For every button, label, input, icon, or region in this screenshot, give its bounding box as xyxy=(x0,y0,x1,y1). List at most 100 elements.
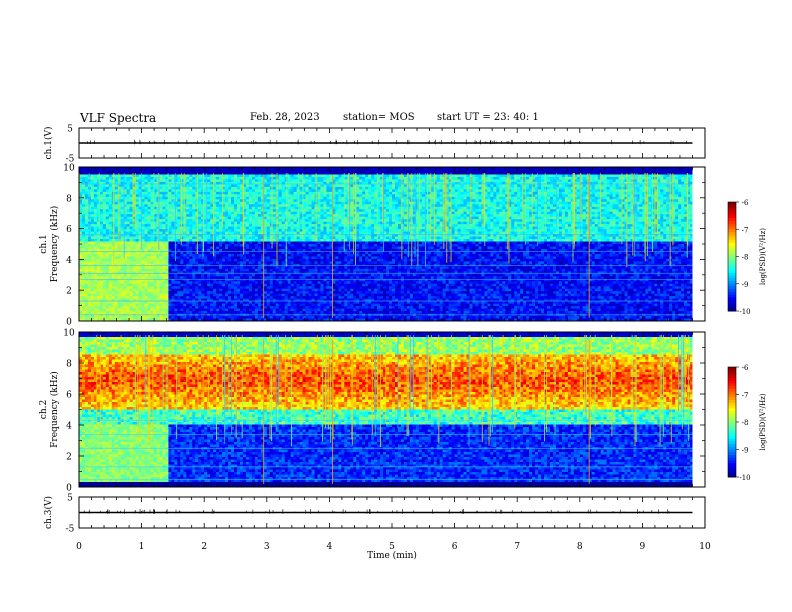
ch2-spectrogram-ylabel-channel: ch.2 xyxy=(39,400,49,419)
ch2-spectrogram-ytick-label: 8 xyxy=(66,360,72,370)
ch2-spectrogram-colorbar-segment xyxy=(728,441,736,445)
x-tick-label: 8 xyxy=(577,542,583,552)
ch1-spectrogram-colorbar-segment xyxy=(728,234,736,238)
ch2-spectrogram-colorbar-segment xyxy=(728,422,736,426)
ch2-spectrogram-colorbar-tick-label: -8 xyxy=(742,419,749,427)
ch2-spectrogram-colorbar-segment xyxy=(728,430,736,434)
ch2-spectrogram-colorbar-segment xyxy=(728,452,736,456)
ch1-spectrogram-colorbar-tick-label: -6 xyxy=(742,199,749,207)
ch1-spectrogram-colorbar-segment xyxy=(728,259,736,263)
x-axis-label: Time (min) xyxy=(367,550,417,561)
ch1-spectrogram-colorbar-tick-label: -8 xyxy=(742,254,749,262)
ch3-waveform-ylabel: ch.3(V) xyxy=(43,496,54,529)
ch1-spectrogram-ytick-label: 10 xyxy=(63,164,75,174)
chart-title: VLF Spectra xyxy=(80,111,156,125)
x-tick-label: 5 xyxy=(389,542,395,552)
ch2-spectrogram-colorbar-segment xyxy=(728,386,736,390)
ch2-spectrogram-colorbar-segment xyxy=(728,474,736,478)
x-tick-label: 1 xyxy=(139,542,145,552)
ch1-spectrogram-colorbar-segment xyxy=(728,289,736,293)
ch2-spectrogram-colorbar-segment xyxy=(728,383,736,387)
ch2-spectrogram-colorbar-segment xyxy=(728,400,736,404)
ch1-spectrogram-colorbar-tick-label: -9 xyxy=(742,281,749,289)
ch2-spectrogram-ytick-label: 10 xyxy=(63,329,75,339)
ch2-spectrogram-colorbar-segment xyxy=(728,444,736,448)
ch2-spectrogram-ytick-label: 0 xyxy=(66,484,72,494)
ch2-spectrogram-colorbar-segment xyxy=(728,411,736,415)
ch2-spectrogram-colorbar-segment xyxy=(728,394,736,398)
ch1-spectrogram-colorbar-tick-label: -10 xyxy=(739,308,750,316)
ch2-spectrogram-colorbar-segment xyxy=(728,405,736,409)
ch3-waveform-ytick-label: -5 xyxy=(66,525,75,535)
ch1-spectrogram-ytick-label: 0 xyxy=(66,318,72,328)
ch1-spectrogram-colorbar-segment xyxy=(728,305,736,309)
ch1-waveform-ylabel: ch.1(V) xyxy=(43,127,54,160)
x-tick-label: 0 xyxy=(76,542,82,552)
ch2-spectrogram-colorbar-label: log(PSD)(V²/Hz) xyxy=(759,393,767,450)
ch1-spectrogram-colorbar-segment xyxy=(728,231,736,236)
x-tick-label: 6 xyxy=(452,542,458,552)
ch1-spectrogram-ytick-label: 4 xyxy=(66,256,72,266)
ch2-spectrogram-colorbar-segment xyxy=(728,427,736,431)
ch2-spectrogram-colorbar-segment xyxy=(728,413,736,417)
ch2-spectrogram-colorbar-segment xyxy=(728,468,736,472)
x-tick-label: 2 xyxy=(201,542,207,552)
ch1-spectrogram-colorbar-segment xyxy=(728,210,736,214)
x-tick-label: 7 xyxy=(514,542,520,552)
ch1-spectrogram-ytick-label: 8 xyxy=(66,194,72,204)
x-tick-label: 10 xyxy=(699,542,711,552)
ch2-spectrogram-colorbar-segment xyxy=(728,380,736,384)
ch1-spectrogram-no-data xyxy=(692,167,705,321)
ch2-spectrogram-colorbar-segment xyxy=(728,389,736,393)
ch1-spectrogram-colorbar-segment xyxy=(728,278,736,282)
ch2-spectrogram-colorbar-segment xyxy=(728,460,736,464)
x-tick-label: 4 xyxy=(327,542,333,552)
ch1-spectrogram-colorbar-segment xyxy=(728,270,736,274)
ch2-spectrogram-colorbar-segment xyxy=(728,463,736,467)
ch1-waveform-ytick-label: 5 xyxy=(67,125,73,135)
ch2-spectrogram-colorbar-tick-label: -7 xyxy=(742,392,749,400)
ch2-spectrogram-ytick-label: 4 xyxy=(66,422,72,432)
ch1-spectrogram-colorbar-segment xyxy=(728,272,736,277)
start-time-label: start UT = 23: 40: 1 xyxy=(437,112,539,123)
ch3-waveform-ytick-label: 5 xyxy=(67,494,73,504)
ch2-spectrogram-colorbar-segment xyxy=(728,435,736,439)
ch2-spectrogram-ytick-label: 2 xyxy=(66,453,72,463)
ch1-spectrogram-colorbar-segment xyxy=(728,218,736,222)
ch1-spectrogram-image xyxy=(78,167,705,322)
ch2-spectrogram-colorbar-segment xyxy=(728,402,736,406)
ch1-spectrogram-colorbar-segment xyxy=(728,281,736,285)
ch1-spectrogram-colorbar-segment xyxy=(728,251,736,255)
x-tick-label: 9 xyxy=(640,542,646,552)
ch1-waveform-ytick-label: -5 xyxy=(66,155,75,165)
ch2-spectrogram-colorbar-segment xyxy=(728,372,736,376)
ch2-spectrogram-ytick-label: 6 xyxy=(66,391,72,401)
ch2-spectrogram-colorbar-segment xyxy=(728,455,736,459)
ch2-spectrogram-colorbar-segment xyxy=(728,369,736,373)
ch2-spectrogram-ylabel-frequency: Frequency (kHz) xyxy=(49,371,60,448)
ch1-spectrogram-colorbar-segment xyxy=(728,237,736,241)
ch1-spectrogram-colorbar-label: log(PSD)(V²/Hz) xyxy=(759,228,767,285)
ch1-spectrogram-colorbar-segment xyxy=(728,221,736,225)
ch1-spectrogram-colorbar-segment xyxy=(728,256,736,260)
x-tick-label: 3 xyxy=(264,542,270,552)
ch1-spectrogram-colorbar-segment xyxy=(728,226,736,230)
ch1-spectrogram-colorbar-segment xyxy=(728,283,736,287)
ch2-spectrogram-colorbar-segment xyxy=(728,391,736,395)
ch1-spectrogram-colorbar-segment xyxy=(728,207,736,211)
ch1-spectrogram-colorbar-segment xyxy=(728,300,736,304)
ch1-spectrogram-colorbar-segment xyxy=(728,286,736,290)
ch1-spectrogram-colorbar-segment xyxy=(728,267,736,271)
ch2-spectrogram-colorbar-segment xyxy=(728,457,736,461)
ch2-spectrogram-colorbar-segment xyxy=(728,375,736,379)
ch1-spectrogram-colorbar-segment xyxy=(728,223,736,228)
ch2-spectrogram-image xyxy=(78,332,705,488)
ch1-spectrogram-colorbar-segment xyxy=(728,264,736,268)
ch1-spectrogram-colorbar-segment xyxy=(728,229,736,233)
ch1-spectrogram-colorbar-segment xyxy=(728,248,736,252)
ch1-spectrogram-ytick-label: 6 xyxy=(66,225,72,235)
ch2-spectrogram-colorbar-segment xyxy=(728,433,736,437)
ch1-spectrogram-colorbar-tick-label: -7 xyxy=(742,226,749,234)
ch2-spectrogram-colorbar-segment xyxy=(728,466,736,470)
ch2-spectrogram-colorbar-segment xyxy=(728,408,736,412)
